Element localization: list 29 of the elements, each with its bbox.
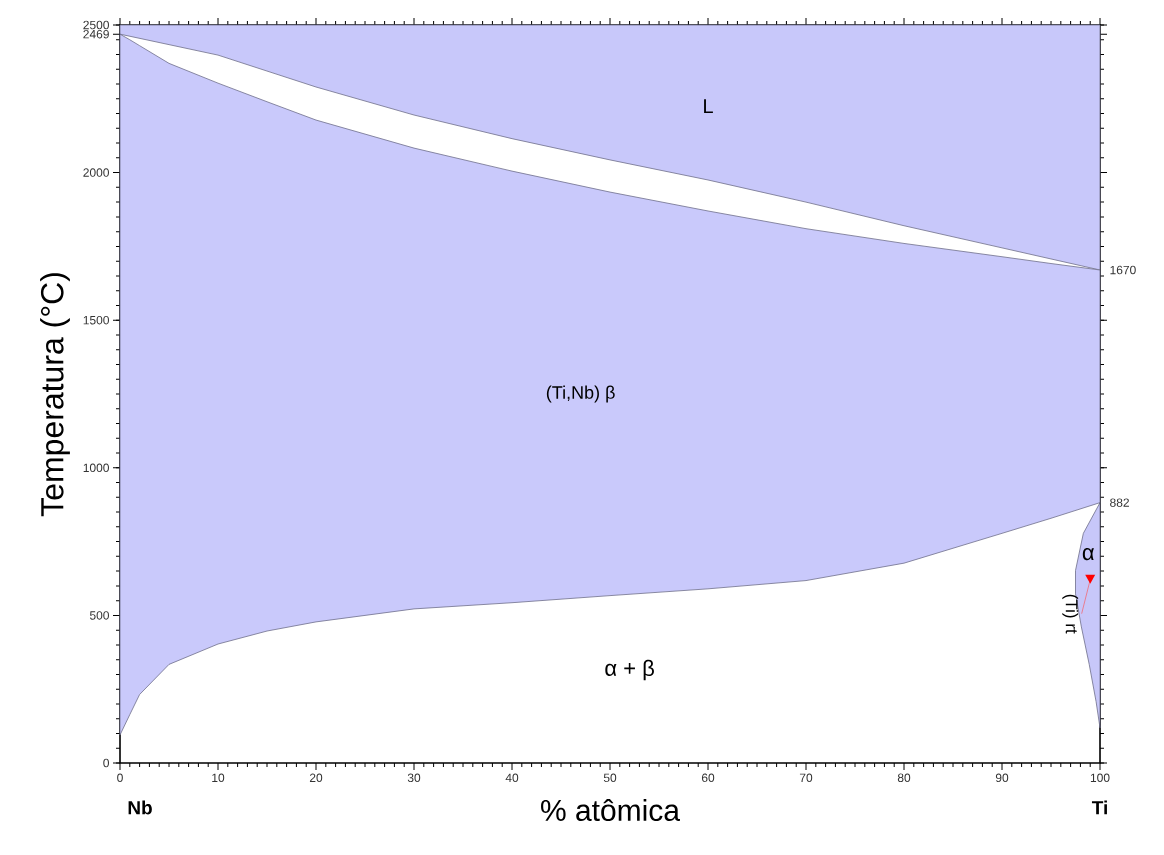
annotation: (Ti,Nb) β (546, 385, 615, 403)
annotation: α (1082, 548, 1094, 561)
x-tick-label: 100 (1090, 773, 1110, 783)
y-axis-title: Temperatura (°C) (40, 273, 70, 517)
x-tick-label: 0 (117, 773, 123, 783)
y2-tick-label: 882 (1110, 498, 1129, 507)
y2-tick-label: 1670 (1110, 265, 1136, 275)
y-tick-label: 2500 (83, 20, 109, 30)
annotation: α + β (605, 659, 654, 681)
x-tick-label: 80 (897, 773, 911, 783)
x-tick-label: 50 (603, 773, 617, 783)
x-tick-label: 10 (212, 773, 225, 783)
y-tick-label: 2469 (83, 29, 109, 39)
annotation: L (704, 99, 713, 114)
y-tick-label: 500 (89, 611, 109, 620)
y-tick-label: 0 (103, 758, 110, 768)
text: Nb (128, 800, 152, 815)
x-tick-label: 30 (407, 773, 421, 783)
y-tick-label: 1000 (83, 463, 109, 473)
x-tick-label: 40 (505, 773, 519, 783)
annotation: (Ti) rt (1062, 594, 1079, 634)
x-tick-label: 20 (309, 773, 323, 783)
text: Ti (1091, 800, 1107, 815)
x-axis-title: % atômica (541, 798, 680, 822)
x-tick-label: 60 (701, 773, 715, 783)
x-tick-label: 70 (799, 773, 813, 783)
y-tick-label: 1500 (83, 315, 109, 325)
y-tick-label: 2000 (83, 168, 109, 177)
x-tick-label: 90 (995, 773, 1009, 783)
